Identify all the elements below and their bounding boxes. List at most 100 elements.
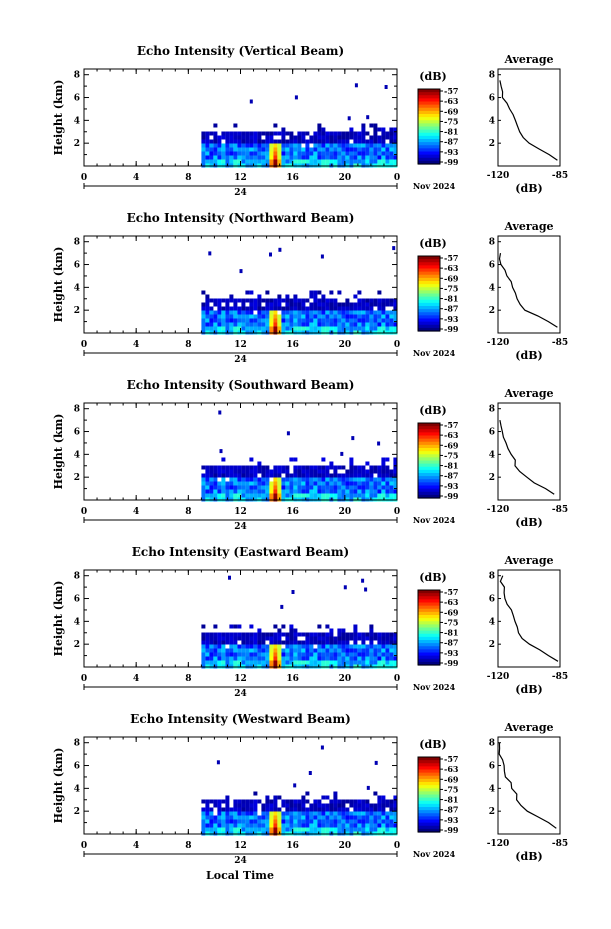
colorbar-segment [418, 494, 440, 499]
y-axis-label: Height (km) [52, 247, 65, 323]
x-tick-label: 0 [394, 507, 400, 517]
y-tick-label: 4 [74, 283, 80, 293]
colorbar-segment [418, 157, 440, 162]
colorbar-segment [418, 772, 440, 777]
colorbar-segment [418, 423, 440, 427]
average-title: Average [503, 53, 553, 66]
x-tick-label: 4 [133, 173, 139, 183]
average-y-tick-label: 8 [489, 238, 495, 248]
colorbar-tick-label: -69 [444, 106, 459, 116]
colorbar-segment [418, 797, 440, 802]
colorbar-frame [417, 756, 441, 833]
colorbar-segment [418, 129, 440, 134]
x-tick-label: 16 [286, 674, 299, 684]
colorbar-segment [418, 794, 440, 799]
average-x-tick-label: -85 [552, 338, 568, 348]
colorbar-segment [418, 429, 440, 433]
average-y-tick-label: 4 [489, 617, 495, 627]
date-label: Nov 2024 [413, 849, 456, 859]
colorbar-segment [418, 426, 440, 430]
average-profile-line [499, 80, 558, 161]
colorbar-segment [418, 120, 440, 124]
heatmap-cells [201, 123, 398, 168]
colorbar-tick-label: -93 [444, 481, 459, 491]
day-label: 24 [234, 856, 247, 866]
colorbar-unit: (dB) [419, 237, 446, 250]
colorbar-segment [418, 296, 440, 301]
colorbar-segment [418, 828, 440, 833]
colorbar-segment [418, 457, 440, 462]
average-y-tick-label: 4 [489, 784, 495, 794]
colorbar-segment [418, 766, 440, 771]
colorbar-segment [418, 256, 440, 260]
x-tick-label: 20 [339, 507, 352, 517]
colorbar-tick-label: -75 [444, 617, 458, 627]
average-frame [497, 736, 561, 835]
colorbar-segment [418, 649, 440, 654]
colorbar-tick-label: -57 [444, 253, 458, 263]
colorbar-segment [418, 268, 440, 273]
average-x-label: (dB) [515, 516, 542, 529]
colorbar-segment [418, 599, 440, 604]
colorbar-segment [418, 778, 440, 783]
colorbar-segment [418, 491, 440, 496]
colorbar-segment [418, 117, 440, 121]
average-frame [497, 569, 561, 668]
x-tick-label: 0 [81, 841, 87, 851]
colorbar-tick-label: -81 [444, 461, 458, 471]
y-tick-label: 2 [74, 306, 80, 316]
heatmap-cells [201, 791, 398, 836]
average-y-tick-label: 2 [489, 640, 495, 650]
average-frame [497, 68, 561, 167]
colorbar-segment [418, 633, 440, 638]
colorbar-segment [418, 757, 440, 761]
average-y-tick-label: 6 [489, 762, 495, 772]
colorbar-segment [418, 435, 440, 440]
average-x-tick-label: -85 [552, 839, 568, 849]
colorbar-segment [418, 646, 440, 650]
average-y-tick-label: 8 [489, 572, 495, 582]
colorbar-tick-label: -93 [444, 815, 459, 825]
colorbar-tick-label: -69 [444, 273, 459, 283]
colorbar-segment [418, 469, 440, 474]
colorbar-tick-label: -93 [444, 147, 459, 157]
colorbar-tick-label: -87 [444, 304, 458, 314]
colorbar-segment [418, 825, 440, 830]
colorbar-tick-label: -93 [444, 648, 459, 658]
x-tick-label: 16 [286, 507, 299, 517]
colorbar-segment [418, 652, 440, 657]
average-y-tick-label: 2 [489, 306, 495, 316]
colorbar-segment [418, 92, 440, 96]
colorbar-segment [418, 154, 440, 159]
x-tick-label: 0 [394, 841, 400, 851]
average-y-tick-label: 4 [489, 283, 495, 293]
y-tick-label: 8 [74, 238, 80, 248]
colorbar-segment [418, 775, 440, 780]
colorbar-segment [418, 312, 440, 316]
colorbar-frame [417, 255, 441, 332]
day-label: 24 [234, 188, 247, 198]
colorbar-segment [418, 89, 440, 93]
colorbar-tick-label: -87 [444, 638, 458, 648]
colorbar-segment [418, 810, 440, 814]
x-tick-label: 4 [133, 340, 139, 350]
colorbar-segment [418, 259, 440, 263]
colorbar-segment [418, 785, 440, 789]
colorbar-segment [418, 293, 440, 298]
x-tick-label: 0 [394, 674, 400, 684]
colorbar-segment [418, 315, 440, 320]
y-axis-label: Height (km) [52, 80, 65, 156]
average-y-tick-label: 4 [489, 116, 495, 126]
colorbar-segment [418, 813, 440, 817]
x-tick-label: 4 [133, 674, 139, 684]
colorbar-segment [418, 605, 440, 610]
average-title: Average [503, 721, 553, 734]
colorbar-segment [418, 126, 440, 131]
colorbar-tick-label: -99 [444, 324, 459, 334]
x-tick-label: 4 [133, 841, 139, 851]
x-tick-label: 8 [185, 841, 191, 851]
colorbar-segment [418, 640, 440, 644]
colorbar-tick-label: -99 [444, 491, 459, 501]
colorbar-tick-label: -63 [444, 597, 459, 607]
x-tick-label: 16 [286, 841, 299, 851]
